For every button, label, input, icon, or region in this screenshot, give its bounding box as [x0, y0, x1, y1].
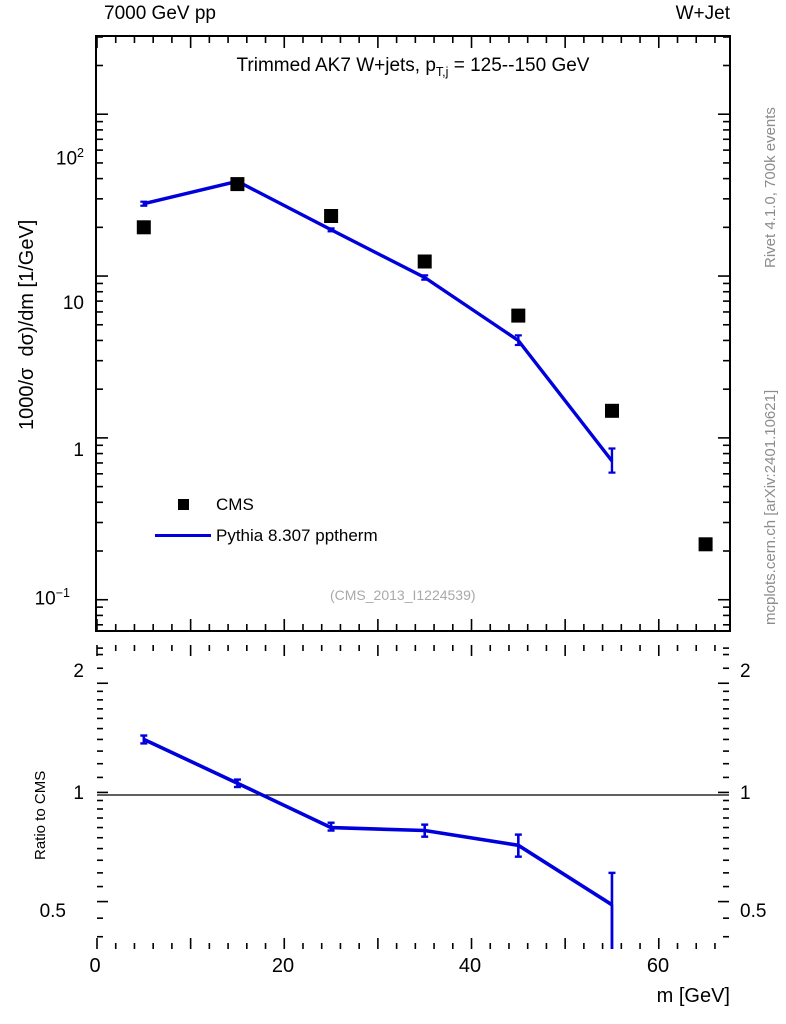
main-axis-ticks: [96, 36, 729, 630]
ratio-ytick-label-1-left: 1: [73, 783, 84, 804]
cms-data-marker: [417, 254, 432, 269]
cms-data-marker: [230, 177, 245, 192]
main-plot-panel: [95, 35, 731, 632]
main-ytick-label-0.1: 10−1: [34, 586, 70, 610]
model-curve-main: [140, 178, 616, 474]
analysis-id-watermark: (CMS_2013_I1224539): [330, 587, 476, 603]
data-markers-main: [136, 177, 713, 552]
header-right-label: W+Jet: [675, 3, 730, 24]
plot-title-subscript: T,j: [435, 64, 449, 79]
cms-data-marker: [324, 209, 339, 223]
main-ytick-label-10: 10: [62, 293, 84, 314]
ratio-ytick-label-2-left: 2: [73, 661, 84, 682]
cms-data-marker: [136, 220, 151, 235]
ratio-axis-ticks: [96, 645, 729, 949]
cms-data-marker: [698, 537, 713, 552]
cms-data-marker: [511, 308, 526, 323]
legend-label-pythia: Pythia 8.307 pptherm: [216, 525, 378, 545]
ratio-ytick-label-1-right: 1: [740, 783, 751, 804]
model-curve-ratio: [140, 734, 616, 949]
legend-label-cms: CMS: [216, 494, 254, 514]
main-ytick-label-100: 102: [55, 146, 84, 170]
xtick-label-20: 20: [271, 955, 295, 977]
legend-marker-square-icon: [150, 499, 216, 510]
main-ytick-label-1: 1: [73, 440, 84, 461]
legend-item-pythia: Pythia 8.307 pptherm: [150, 520, 378, 551]
ratio-ytick-label-2-right: 2: [740, 661, 751, 682]
xtick-label-60: 60: [646, 955, 670, 977]
legend: CMS Pythia 8.307 pptherm: [150, 489, 378, 551]
xtick-label-40: 40: [458, 955, 482, 977]
x-axis-label: m [GeV]: [656, 985, 730, 1007]
legend-item-cms: CMS: [150, 489, 378, 520]
xtick-label-0: 0: [89, 955, 101, 977]
cms-data-marker: [605, 403, 619, 418]
header-left-label: 7000 GeV pp: [104, 3, 216, 24]
plot-title-pre: Trimmed AK7 W+jets, p: [236, 55, 436, 76]
ratio-ytick-label-0.5-right: 0.5: [740, 901, 767, 922]
legend-marker-line-icon: [150, 534, 216, 537]
plot-title-post: = 125--150 GeV: [448, 55, 590, 76]
ratio-ytick-label-0.5-left: 0.5: [39, 901, 66, 922]
plot-title: Trimmed AK7 W+jets, pT,j = 125--150 GeV: [95, 55, 731, 79]
